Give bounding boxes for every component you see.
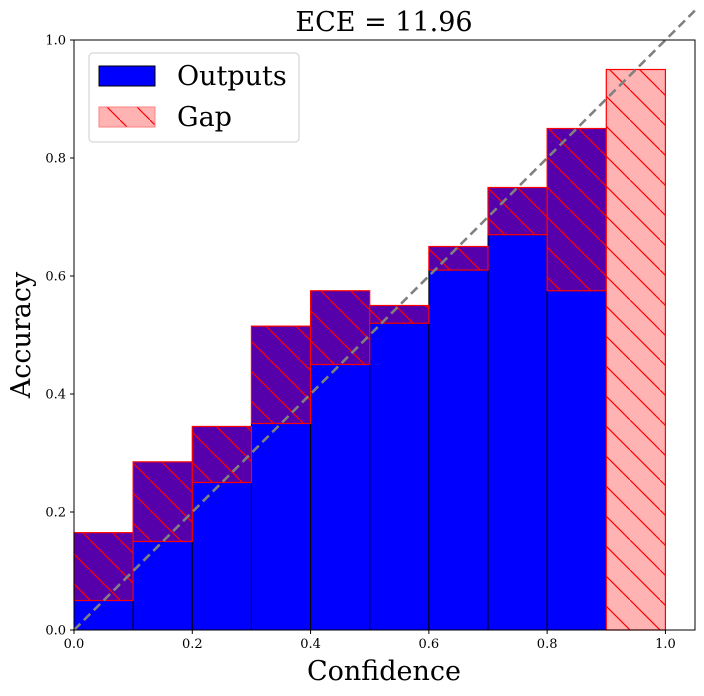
outputs-bar: [310, 364, 371, 631]
chart-title: ECE = 11.96: [295, 7, 472, 38]
axes-frame: [73, 39, 696, 631]
legend-swatch-outputs: [98, 65, 156, 87]
gap-bar-hatch: [73, 532, 134, 602]
gap-bar-hatch: [605, 68, 667, 631]
y-tick-label: 0.8: [45, 152, 66, 167]
gap-bar-hatch: [132, 461, 193, 543]
y-tick-label: 0.6: [45, 270, 66, 285]
x-tick-label: 0.6: [419, 637, 440, 652]
plot-area: 0.0 0.2 0.4 0.6 0.8 1.0 0.0 0.2 0.4 0.6 0.8 1.0 Outp…: [45, 9, 696, 652]
outputs-bar: [132, 541, 193, 631]
gap-bar-hatch: [191, 425, 253, 484]
x-tick-label: 0.0: [64, 637, 85, 652]
gap-bar-hatch: [250, 325, 312, 425]
outputs-bar: [73, 600, 134, 631]
gap-bar-hatch: [487, 186, 548, 236]
legend: Outputs Gap: [88, 52, 300, 143]
legend-label-outputs: Outputs: [177, 61, 287, 92]
outputs-bar: [369, 322, 430, 631]
outputs-bar: [487, 234, 548, 631]
outputs-bar: [250, 423, 312, 631]
gap-bar-hatch: [309, 290, 371, 366]
y-tick-label: 0.0: [45, 624, 66, 639]
outputs-bar: [191, 482, 252, 631]
gap-bar-hatch: [369, 304, 430, 324]
x-tick-label: 1.0: [655, 637, 676, 652]
perfect-calibration-line: [73, 9, 696, 631]
y-tick-label: 0.2: [45, 506, 66, 521]
outputs-bar: [546, 290, 607, 631]
y-tick-label: 1.0: [45, 34, 66, 49]
gap-bar-hatch: [546, 127, 607, 292]
outputs-bar: [428, 269, 489, 631]
legend-label-gap: Gap: [177, 102, 232, 133]
legend-swatch-gap-hatch: [98, 106, 156, 128]
y-axis-label: Accuracy: [6, 271, 37, 399]
x-tick-label: 0.8: [537, 637, 558, 652]
x-tick-label: 0.4: [300, 637, 321, 652]
x-tick-label: 0.2: [182, 637, 203, 652]
y-tick-label: 0.4: [45, 388, 66, 403]
gap-bar-hatch: [428, 245, 489, 271]
x-axis-label: Confidence: [307, 656, 461, 687]
